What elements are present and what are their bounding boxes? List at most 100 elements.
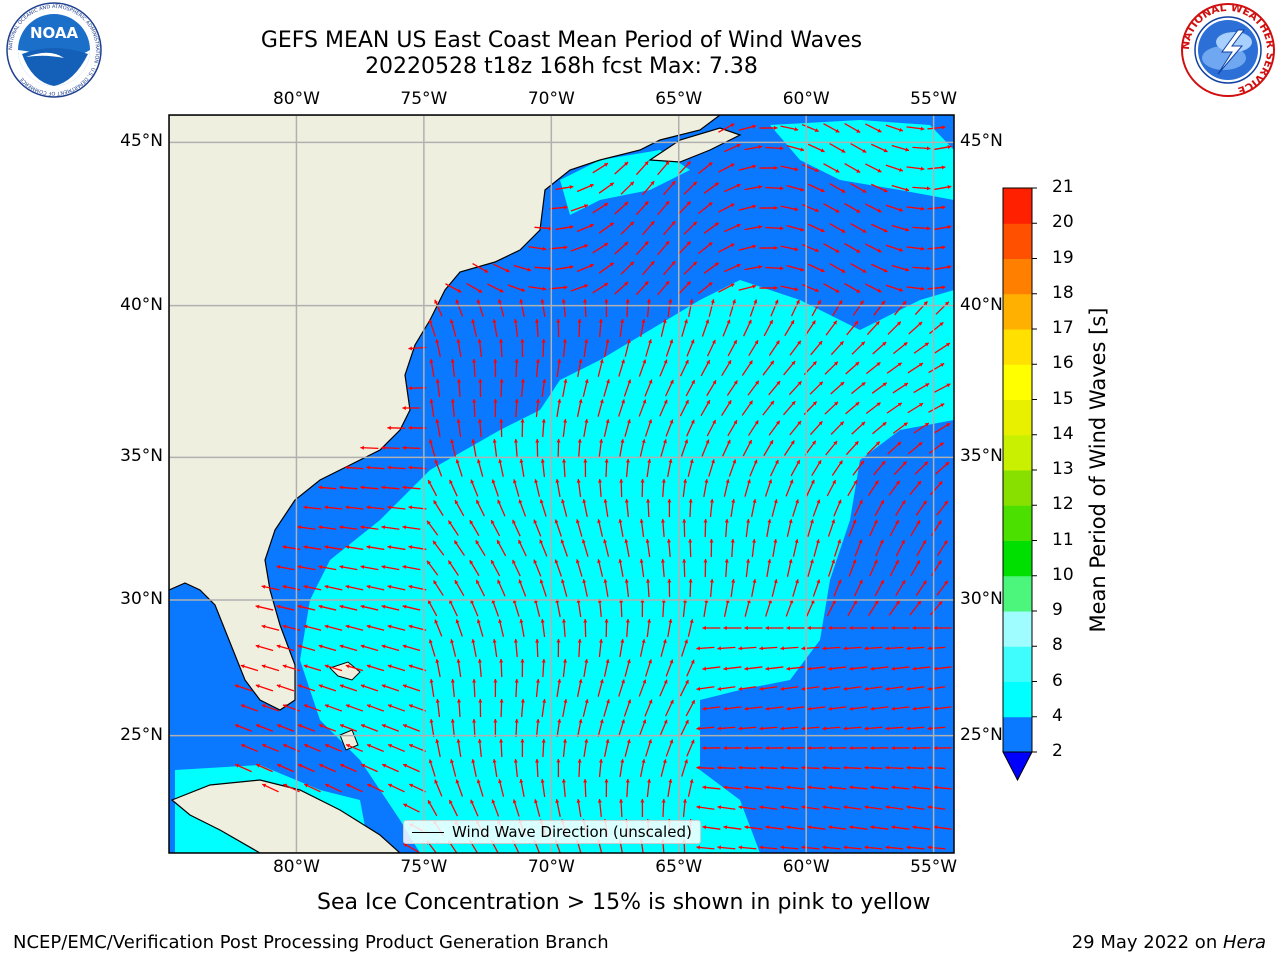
wave-direction-arrow <box>759 686 778 691</box>
wave-direction-arrow <box>885 726 904 731</box>
wave-direction-arrow <box>556 758 561 778</box>
wave-direction-arrow <box>381 644 400 652</box>
wave-direction-arrow <box>783 360 796 376</box>
wave-direction-arrow <box>686 339 695 357</box>
wave-direction-arrow <box>429 359 435 377</box>
wave-direction-arrow <box>324 505 343 510</box>
wave-direction-arrow <box>868 600 879 616</box>
wave-direction-arrow <box>721 400 732 416</box>
wave-direction-arrow <box>849 706 868 711</box>
lat-tick-label-left: 25°N <box>120 724 163 745</box>
wave-direction-arrow <box>688 299 694 317</box>
wave-direction-arrow <box>560 579 568 597</box>
wave-direction-arrow <box>663 180 676 196</box>
wave-direction-arrow <box>518 499 527 517</box>
wave-direction-arrow <box>576 719 583 737</box>
wave-direction-arrow <box>624 659 631 677</box>
wave-direction-arrow <box>723 825 742 830</box>
wave-direction-arrow <box>723 479 730 497</box>
wave-direction-arrow <box>696 805 715 810</box>
wave-direction-arrow <box>871 382 888 394</box>
wave-direction-arrow <box>512 479 520 497</box>
wave-direction-arrow <box>706 339 716 357</box>
wave-direction-arrow <box>619 478 624 498</box>
wave-direction-arrow <box>520 418 525 438</box>
wave-direction-arrow <box>492 438 498 458</box>
wave-direction-arrow <box>873 300 886 316</box>
wave-direction-arrow <box>717 646 736 651</box>
wave-direction-arrow <box>635 240 649 256</box>
wave-direction-arrow <box>729 299 736 317</box>
wave-direction-arrow <box>703 222 720 234</box>
wave-direction-arrow <box>625 298 630 318</box>
wave-direction-arrow <box>598 758 604 778</box>
wave-direction-arrow <box>786 144 805 152</box>
wave-direction-arrow <box>892 382 909 394</box>
wave-direction-arrow <box>435 419 441 437</box>
wave-direction-arrow <box>717 765 736 770</box>
wave-direction-arrow <box>807 143 825 153</box>
wave-direction-arrow <box>823 243 840 253</box>
wave-direction-arrow <box>807 666 826 671</box>
wave-direction-arrow <box>646 458 652 478</box>
wave-direction-arrow <box>703 599 709 617</box>
wave-direction-arrow <box>455 459 463 477</box>
wave-direction-arrow <box>686 419 695 437</box>
wave-direction-arrow <box>686 659 695 677</box>
wave-direction-arrow <box>864 686 883 691</box>
wave-direction-arrow <box>865 243 882 253</box>
wave-direction-arrow <box>717 805 736 810</box>
wave-direction-arrow <box>700 359 711 377</box>
wave-direction-arrow <box>807 223 825 233</box>
wave-direction-arrow <box>723 263 741 273</box>
wave-direction-arrow <box>763 319 774 337</box>
wave-direction-arrow <box>324 704 343 712</box>
wave-direction-arrow <box>696 686 715 691</box>
wave-direction-arrow <box>783 400 796 416</box>
wave-direction-arrow <box>780 845 799 850</box>
wave-direction-arrow <box>679 679 689 697</box>
wave-direction-arrow <box>786 825 805 830</box>
wave-direction-arrow <box>618 679 626 697</box>
wave-direction-arrow <box>828 666 847 671</box>
wave-direction-arrow <box>450 639 457 657</box>
wave-direction-arrow <box>534 479 541 497</box>
lat-tick-label-left: 45°N <box>120 131 163 152</box>
colorbar-tick-label: 6 <box>1052 670 1063 691</box>
wave-direction-arrow <box>812 579 821 597</box>
wave-direction-arrow <box>477 418 483 438</box>
wave-direction-arrow <box>456 418 462 438</box>
wave-direction-arrow <box>844 282 861 294</box>
wave-direction-arrow <box>498 338 504 358</box>
wave-direction-arrow <box>303 664 322 672</box>
wave-direction-arrow <box>470 799 479 817</box>
wave-direction-arrow <box>847 599 858 617</box>
wave-direction-arrow <box>640 319 646 337</box>
wave-direction-arrow <box>562 738 568 758</box>
wave-direction-arrow <box>428 439 436 457</box>
wave-direction-arrow <box>915 580 927 596</box>
wave-direction-arrow <box>448 599 458 617</box>
wave-direction-arrow <box>360 604 379 611</box>
wave-direction-arrow <box>276 644 295 652</box>
wave-direction-arrow <box>598 182 615 194</box>
wave-direction-arrow <box>885 686 904 691</box>
wave-direction-arrow <box>823 163 840 173</box>
wave-direction-arrow <box>387 664 406 672</box>
wave-direction-arrow <box>933 706 952 711</box>
wave-direction-arrow <box>576 223 594 233</box>
wave-direction-arrow <box>780 646 799 651</box>
colorbar-segment <box>1003 364 1032 400</box>
lon-tick-label-bottom: 60°W <box>782 857 830 877</box>
colorbar-segment <box>1003 646 1032 682</box>
wave-direction-arrow <box>910 559 921 577</box>
wave-direction-arrow <box>887 321 902 335</box>
wave-direction-arrow <box>660 558 665 578</box>
wave-direction-arrow <box>555 185 574 191</box>
wave-direction-arrow <box>646 778 652 798</box>
wave-direction-arrow <box>738 164 757 171</box>
wave-direction-arrow <box>870 706 889 711</box>
wave-direction-arrow <box>445 283 462 293</box>
wave-direction-arrow <box>576 799 582 817</box>
wave-direction-arrow <box>927 726 946 731</box>
